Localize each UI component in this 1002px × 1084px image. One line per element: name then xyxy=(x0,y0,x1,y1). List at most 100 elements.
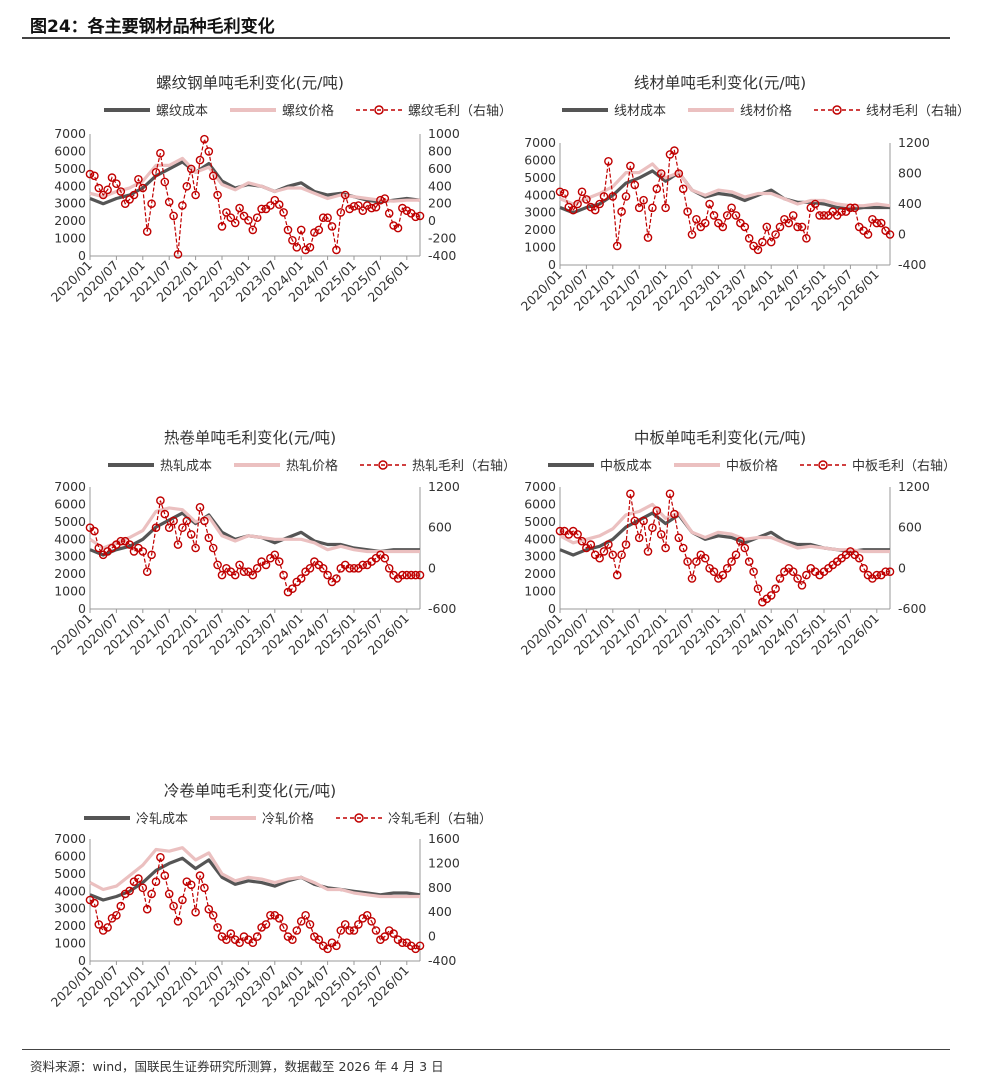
series-margin-point xyxy=(630,180,640,190)
series-margin-point xyxy=(648,523,657,532)
series-margin-point xyxy=(200,883,209,893)
legend-label-margin: 中板毛利（右轴） xyxy=(852,459,956,474)
series-margin-point xyxy=(327,222,337,231)
y-left-tick-label: 6000 xyxy=(54,143,86,158)
series-margin-point xyxy=(411,212,420,222)
series-margin-point xyxy=(213,923,222,932)
series-margin-point xyxy=(182,182,192,191)
y-left-tick-label: 0 xyxy=(78,248,86,263)
series-margin-point xyxy=(94,920,104,929)
series-margin-point xyxy=(90,526,99,536)
y-left-tick-label: 7000 xyxy=(54,831,86,846)
series-margin-point xyxy=(740,543,750,553)
series-margin-point xyxy=(643,547,653,556)
y-right-tick-label: -400 xyxy=(898,257,926,272)
series-margin-point xyxy=(617,207,626,216)
y-left-tick-label: 4000 xyxy=(524,531,556,546)
y-right-tick-label: -400 xyxy=(428,248,456,263)
series-margin-point xyxy=(252,563,262,573)
series-margin-point xyxy=(186,530,196,539)
series-margin-point xyxy=(411,570,420,580)
series-margin-point xyxy=(239,567,249,576)
series-margin-point xyxy=(788,567,798,576)
y-left-tick-label: 1000 xyxy=(54,584,86,599)
series-margin-point xyxy=(120,199,130,208)
series-margin-point xyxy=(771,584,780,593)
series-margin-point xyxy=(872,218,882,228)
series-margin-point xyxy=(178,523,187,532)
series-margin-point xyxy=(402,570,412,580)
legend-label-price: 线材价格 xyxy=(740,103,792,119)
series-margin-point xyxy=(854,553,864,563)
series-margin-point xyxy=(134,874,143,883)
y-left-tick-label: 3000 xyxy=(54,549,86,564)
series-margin-point xyxy=(354,920,363,929)
series-margin-point xyxy=(687,574,697,583)
y-right-tick-label: 800 xyxy=(898,166,922,181)
legend-marker-margin xyxy=(374,105,384,115)
y-right-tick-label: -400 xyxy=(428,953,456,968)
y-left-tick-label: 3000 xyxy=(54,196,86,211)
y-left-tick-label: 5000 xyxy=(524,170,556,185)
y-right-tick-label: 0 xyxy=(428,560,436,575)
y-left-tick-label: 5000 xyxy=(54,866,86,881)
series-margin-point xyxy=(863,230,873,239)
series-margin-point xyxy=(318,563,328,573)
y-left-tick-label: 2000 xyxy=(524,222,556,237)
series-price-line xyxy=(89,156,420,203)
series-margin-point xyxy=(415,941,425,951)
series-margin-point xyxy=(775,574,785,583)
y-left-tick-label: 6000 xyxy=(524,496,556,511)
series-margin-point xyxy=(766,237,776,247)
series-margin-point xyxy=(235,560,244,570)
series-margin-point xyxy=(398,570,407,580)
legend-label-price: 中板价格 xyxy=(726,458,778,474)
series-margin-point xyxy=(248,570,258,580)
series-margin-point xyxy=(380,553,390,563)
series-margin-point xyxy=(213,190,222,200)
series-margin-point xyxy=(226,213,236,222)
series-margin-point xyxy=(173,540,183,549)
series-margin-point xyxy=(164,197,174,207)
series-margin-point xyxy=(683,207,692,216)
series-margin-point xyxy=(305,563,315,573)
series-margin-point xyxy=(555,187,565,197)
series-margin-point xyxy=(621,192,631,201)
series-margin-point xyxy=(846,203,855,213)
series-margin-point xyxy=(595,553,604,563)
series-margin-point xyxy=(371,926,381,935)
series-margin-point xyxy=(257,204,266,214)
y-right-tick-label: 1000 xyxy=(428,126,460,141)
series-margin-point xyxy=(103,923,112,932)
y-left-tick-label: 4000 xyxy=(54,178,86,193)
series-margin-point xyxy=(656,530,666,539)
series-margin-point xyxy=(599,192,609,201)
series-margin-point xyxy=(371,202,381,212)
series-margin-point xyxy=(802,233,811,243)
series-margin-point xyxy=(314,935,324,944)
y-left-tick-label: 2000 xyxy=(524,566,556,581)
series-margin-point xyxy=(376,195,385,205)
y-left-tick-label: 1000 xyxy=(524,584,556,599)
series-margin-point xyxy=(652,506,662,515)
series-margin-point xyxy=(156,148,165,158)
series-margin-point xyxy=(722,563,732,573)
series-margin-point xyxy=(398,938,407,947)
y-left-tick-label: 2000 xyxy=(54,213,86,228)
legend-label-margin: 螺纹毛利（右轴） xyxy=(408,104,512,119)
series-margin-point xyxy=(797,222,807,232)
series-margin-point xyxy=(784,218,794,228)
series-margin-point xyxy=(90,171,99,181)
series-margin-point xyxy=(94,183,104,193)
series-margin-point xyxy=(367,916,376,926)
series-margin-point xyxy=(266,201,275,210)
series-margin-point xyxy=(349,926,359,935)
series-margin-point xyxy=(731,211,741,220)
series-margin-point xyxy=(634,533,644,543)
y-right-tick-label: 600 xyxy=(428,520,452,535)
series-margin-point xyxy=(595,199,604,209)
chart-title: 线材单吨毛利变化(元/吨) xyxy=(634,74,806,92)
legend-label-cost: 线材成本 xyxy=(614,104,666,119)
legend-label-cost: 中板成本 xyxy=(600,459,652,474)
series-margin-point xyxy=(116,187,126,196)
